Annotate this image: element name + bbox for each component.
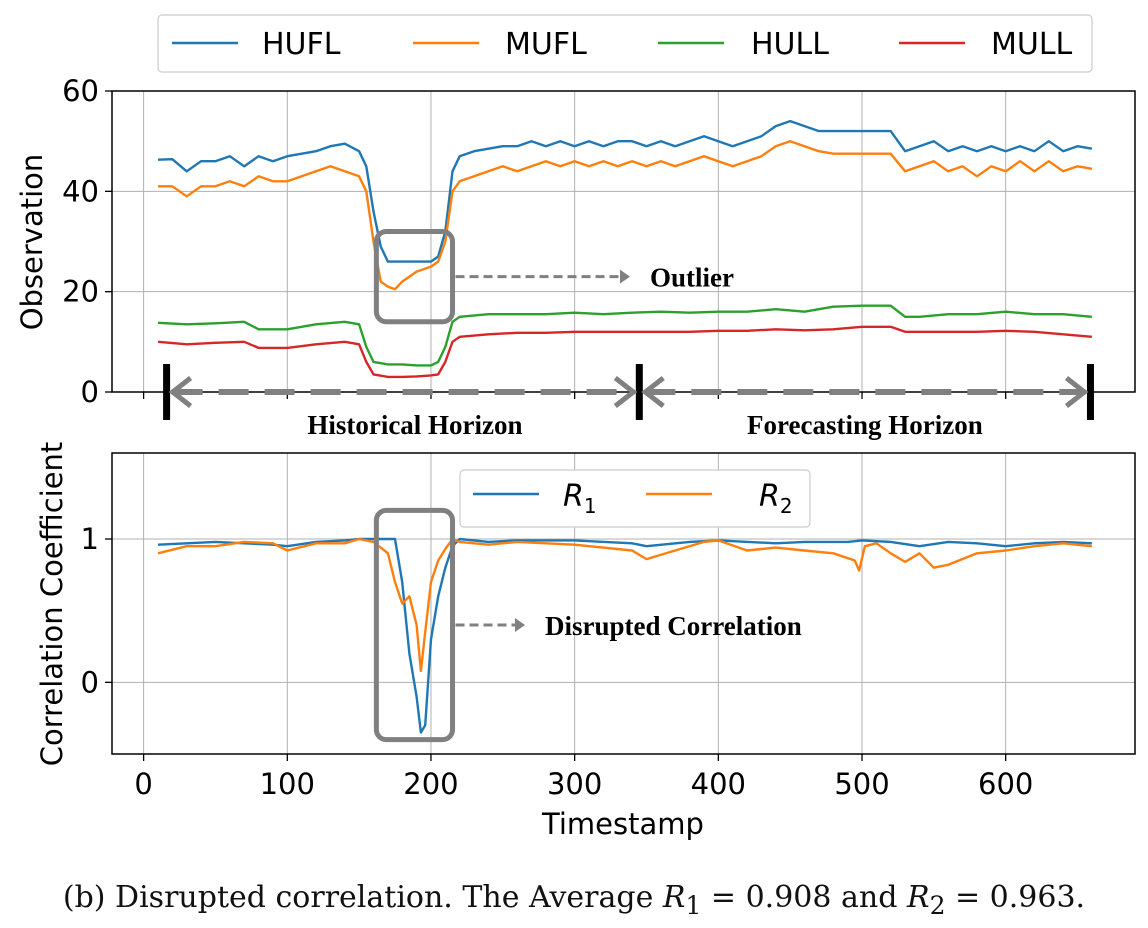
forecasting-horizon-arrow-right-head xyxy=(1064,376,1089,408)
historical-horizon-arrow-left-head xyxy=(168,376,193,408)
legend-r2-label: R2 xyxy=(759,479,793,518)
legend-r1-label: R1 xyxy=(563,479,597,518)
top-plot-frame xyxy=(111,90,1136,393)
forecasting-horizon-arrow-left-head xyxy=(641,376,665,408)
series-mull-line xyxy=(157,325,1093,379)
disrupted-correlation-label: Disrupted Correlation xyxy=(545,611,802,641)
bottom-plot-series xyxy=(157,537,1093,734)
bottom-ylabel: Correlation Coefficient xyxy=(35,442,69,767)
top-legend: HUFL MUFL HULL MULL xyxy=(157,14,1093,73)
bottom-xlabel: Timestamp xyxy=(541,807,704,841)
series-mufl-line xyxy=(158,140,1093,291)
caption-r2-value: = 0.963. xyxy=(945,880,1086,915)
series-r2-line xyxy=(157,537,1093,673)
top-ytick-label-0: 0 xyxy=(81,375,99,409)
legend-hufl-label: HUFL xyxy=(262,27,341,62)
caption-r1-sub: 1 xyxy=(685,891,702,920)
legend-hull-label: HULL xyxy=(751,27,829,62)
bottom-ytick-label-1: 1 xyxy=(81,522,99,556)
bottom-ytick-label-0: 0 xyxy=(81,665,99,699)
historical-horizon-arrow-right-head xyxy=(613,376,638,408)
disrupted-correlation-box xyxy=(373,507,456,743)
top-plot-ticks: 0 20 40 60 xyxy=(62,74,1007,409)
legend-mull-label: MULL xyxy=(991,27,1073,62)
disrupted-correlation-arrowhead xyxy=(515,618,525,632)
historical-horizon-label: Historical Horizon xyxy=(307,410,522,440)
top-ylabel: Observation xyxy=(15,154,49,331)
annotations: Outlier Historical Horizon Forecasting Hor… xyxy=(163,228,1094,743)
outlier-label: Outlier xyxy=(650,263,734,293)
bottom-xtick-label-200: 200 xyxy=(403,767,458,801)
series-hull-line xyxy=(157,304,1093,367)
legend-mufl-label: MUFL xyxy=(505,27,587,62)
caption-r2-sub: 2 xyxy=(929,891,946,920)
caption-r1-var: R xyxy=(662,880,686,915)
bottom-xtick-label-400: 400 xyxy=(691,767,746,801)
caption-r1-value: = 0.908 and xyxy=(701,880,907,915)
series-r1-line xyxy=(157,537,1092,734)
outlier-box xyxy=(373,228,456,325)
caption-r2-var: R xyxy=(906,880,930,915)
bottom-xtick-label-100: 100 xyxy=(260,767,315,801)
figure-caption: (b) Disrupted correlation. The Average R… xyxy=(0,880,1148,920)
bottom-plot-gridlines xyxy=(112,453,1135,754)
top-plot-series xyxy=(157,119,1093,379)
top-ytick-label-40: 40 xyxy=(62,174,99,208)
bottom-xtick-label-500: 500 xyxy=(834,767,889,801)
forecasting-horizon-label: Forecasting Horizon xyxy=(747,410,983,440)
top-ytick-label-20: 20 xyxy=(62,275,99,309)
series-hufl-line xyxy=(157,119,1093,263)
bottom-plot-ticks: 0 100 200 300 400 500 600 0 1 xyxy=(81,522,1034,801)
caption-prefix: (b) Disrupted correlation. The Average xyxy=(62,880,663,915)
bottom-xtick-label-0: 0 xyxy=(134,767,152,801)
bottom-xtick-label-600: 600 xyxy=(978,767,1033,801)
top-ytick-label-60: 60 xyxy=(62,74,99,108)
bottom-xtick-label-300: 300 xyxy=(547,767,602,801)
bottom-legend: R1 R2 xyxy=(459,469,811,528)
outlier-arrowhead xyxy=(620,269,630,284)
bottom-plot-frame xyxy=(111,452,1136,755)
